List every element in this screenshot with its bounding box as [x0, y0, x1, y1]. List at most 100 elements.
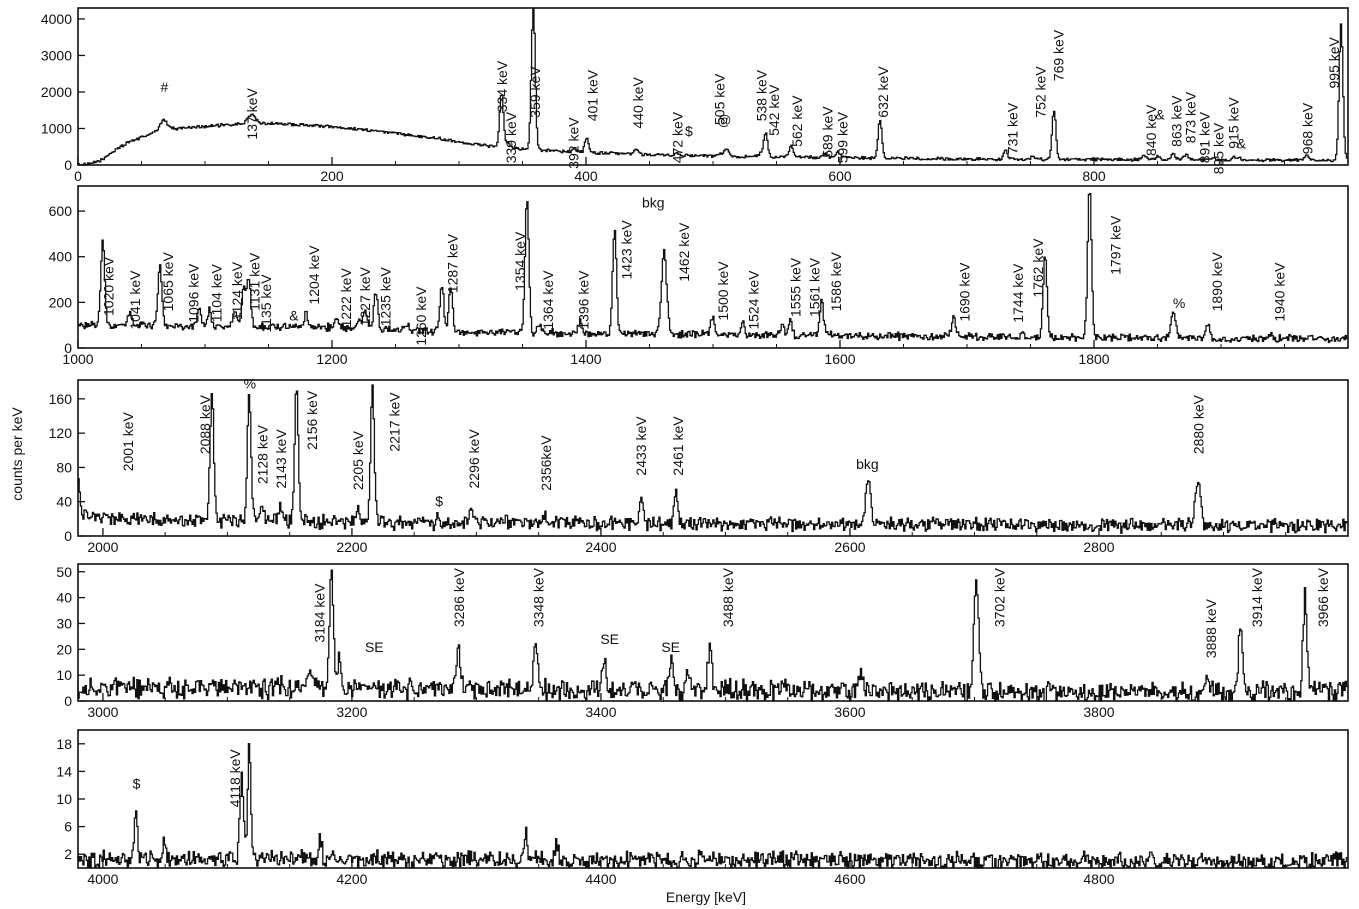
peak-label: 3488 keV — [720, 567, 736, 627]
x-tick-label: 2800 — [1083, 539, 1114, 555]
peak-label: 3914 keV — [1249, 567, 1265, 627]
peak-label: 589 keV — [819, 106, 835, 158]
peak-label: 632 keV — [875, 66, 891, 118]
peak-label: 1744 keV — [1010, 263, 1026, 323]
x-tick-label: 800 — [1082, 168, 1106, 184]
peak-label: 1940 keV — [1271, 262, 1287, 322]
y-tick-label: 0 — [64, 157, 72, 173]
peak-label: 3702 keV — [991, 567, 1007, 627]
peak-label: % — [1173, 295, 1185, 311]
peak-label: 1124 keV — [229, 261, 245, 320]
y-tick-label: 3000 — [41, 47, 72, 63]
peak-label: SE — [365, 639, 384, 655]
x-tick-label: 600 — [828, 168, 852, 184]
peak-label: 2217 keV — [386, 392, 402, 452]
panel-2: 1000 1200 1400 1600 1800 0 200 400 600 1020 keV 10… — [49, 186, 1348, 367]
plot-frame — [78, 730, 1348, 868]
peak-label: 3348 keV — [531, 567, 547, 627]
y-tick-label: 600 — [49, 203, 73, 219]
x-tick-label: 1800 — [1078, 351, 1109, 367]
y-tick-label: 400 — [49, 249, 73, 265]
y-tick-label: 30 — [56, 615, 72, 631]
x-tick-label: 3800 — [1083, 704, 1114, 720]
panel-3: 2000 2200 2400 2600 2800040801201602001 keV 2… — [49, 376, 1348, 555]
peak-label: 995 keV — [1326, 36, 1342, 88]
x-axis-label: Energy [keV] — [666, 889, 746, 905]
peak-label: 1260 keV — [413, 286, 429, 346]
x-tick-label: 1400 — [570, 351, 601, 367]
spectrum-trace — [78, 570, 1348, 701]
peak-label: 3966 keV — [1315, 567, 1331, 627]
peak-label: 1235 keV — [377, 266, 393, 326]
x-tick-label: 2600 — [834, 539, 865, 555]
peak-label: 472 keV — [669, 111, 685, 163]
y-tick-label: 20 — [56, 641, 72, 657]
peak-label: 1096 keV — [186, 263, 202, 323]
x-tick-label: 2000 — [87, 539, 118, 555]
panel-4: 3000 3200 3400 3600 3800 0 10 20 30 40 50 3184 keV S… — [56, 564, 1348, 720]
x-tick-label: 4400 — [585, 871, 616, 887]
panel-1: 0 200 400 600 800 0 1000 2000 3000 4000 #137 keV 33… — [41, 8, 1348, 184]
peak-label: $ — [685, 123, 693, 139]
x-tick-label: 0 — [74, 168, 82, 184]
peak-label: 1555 keV — [788, 257, 804, 317]
x-tick-label: 400 — [574, 168, 598, 184]
y-axis-label: counts per keV — [9, 407, 25, 501]
peak-label: $ — [435, 493, 443, 509]
y-tick-label: 80 — [56, 459, 72, 475]
peak-label: 1354 keV — [512, 231, 528, 291]
x-tick-label: 1600 — [824, 351, 855, 367]
peak-label: 1364 keV — [540, 270, 556, 330]
peak-label: 562 keV — [789, 95, 805, 147]
peak-label: 440 keV — [630, 77, 646, 129]
peak-label: 1041 keV — [127, 270, 143, 330]
y-tick-label: 120 — [49, 425, 73, 441]
peak-label: 2433 keV — [633, 416, 649, 476]
y-tick-label: 4000 — [41, 11, 72, 27]
y-tick-label: 50 — [56, 564, 72, 580]
x-tick-label: 4800 — [1083, 871, 1114, 887]
peak-label: 1762 keV — [1030, 238, 1046, 298]
peak-label: 2088 keV — [197, 394, 213, 454]
peak-label: 1462 keV — [676, 222, 692, 282]
peak-label: 1890 keV — [1209, 252, 1225, 312]
peak-label: SE — [600, 631, 619, 647]
panel-5: 4000 4200 4400 4600 480026101418$ 4118 keV — [56, 730, 1348, 887]
peak-label: # — [161, 79, 169, 95]
y-tick-label: 160 — [49, 391, 73, 407]
peak-label: 895 keV — [1211, 122, 1227, 174]
peak-label: 1020 keV — [101, 256, 117, 316]
peak-label: 334 keV — [494, 60, 510, 112]
x-tick-label: 3400 — [585, 704, 616, 720]
peak-label: @ — [717, 112, 731, 128]
peak-label: 769 keV — [1050, 29, 1066, 81]
y-tick-label: 40 — [56, 590, 72, 606]
y-tick-label: 2 — [64, 846, 72, 862]
peak-label: 1690 keV — [957, 262, 973, 322]
y-tick-label: 6 — [64, 819, 72, 835]
peak-label: 2001 keV — [120, 411, 136, 471]
x-tick-label: 200 — [320, 168, 344, 184]
peak-label: SE — [661, 639, 680, 655]
peak-label: & — [289, 308, 299, 324]
x-tick-label: 3200 — [336, 704, 367, 720]
peak-label: 3888 keV — [1203, 598, 1219, 658]
y-tick-label: 40 — [56, 494, 72, 510]
peak-label: 1287 keV — [445, 233, 461, 293]
peak-label: 1797 keV — [1108, 215, 1124, 275]
peak-label: 1065 keV — [160, 252, 176, 312]
peak-label: % — [244, 376, 256, 392]
peak-label: 2143 keV — [273, 429, 289, 489]
peak-label: 542 keV — [766, 84, 782, 136]
y-tick-label: 18 — [56, 736, 72, 752]
peak-label: $ — [133, 776, 141, 792]
peak-label: bkg — [642, 195, 665, 211]
peak-label: 2880 keV — [1191, 394, 1207, 454]
y-tick-label: 14 — [56, 763, 72, 779]
peak-label: 968 keV — [1299, 102, 1315, 154]
peak-label: 1586 keV — [828, 252, 844, 312]
y-tick-label: 0 — [64, 693, 72, 709]
peak-label: & — [1155, 106, 1165, 122]
